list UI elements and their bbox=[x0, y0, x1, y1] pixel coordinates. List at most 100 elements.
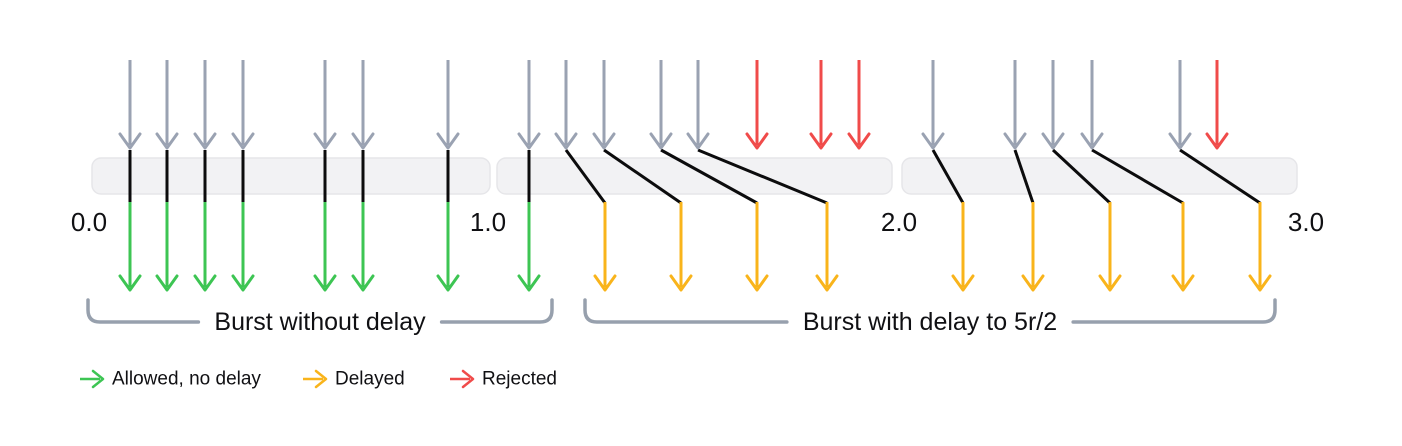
allowed-output-arrow bbox=[155, 202, 179, 292]
allowed-output-arrow bbox=[436, 202, 460, 292]
delay-connector-line bbox=[603, 148, 682, 205]
incoming-request-arrow bbox=[554, 60, 578, 150]
legend-label: Delayed bbox=[335, 369, 405, 390]
delayed-output-arrow bbox=[593, 202, 617, 292]
incoming-request-arrow bbox=[1168, 60, 1192, 150]
arrowhead-icon bbox=[1080, 132, 1104, 150]
allowed-output-arrow bbox=[231, 202, 255, 292]
delayed-output-arrow bbox=[745, 202, 769, 292]
arrowhead-icon bbox=[815, 274, 839, 292]
allowed-output-arrow bbox=[351, 202, 375, 292]
arrowhead-icon bbox=[118, 132, 142, 150]
arrowhead-icon bbox=[1171, 274, 1195, 292]
arrowhead-icon bbox=[745, 132, 769, 150]
arrowhead-icon bbox=[1168, 132, 1192, 150]
arrowhead-icon bbox=[1041, 132, 1065, 150]
allowed-output-arrow bbox=[313, 202, 337, 292]
timeline-track bbox=[496, 157, 893, 195]
brace-left-segment bbox=[86, 298, 201, 324]
incoming-request-arrow bbox=[686, 60, 710, 150]
delayed-output-arrow bbox=[1171, 202, 1195, 292]
arrowhead-icon bbox=[1205, 132, 1229, 150]
delay-connector-line bbox=[697, 148, 828, 205]
arrowhead-icon bbox=[686, 132, 710, 150]
allowed-output-arrow bbox=[118, 202, 142, 292]
rejected-request-arrow bbox=[1205, 60, 1229, 150]
arrowhead-icon bbox=[517, 132, 541, 150]
tick-label: 0.0 bbox=[71, 207, 107, 237]
rejected-request-arrow bbox=[809, 60, 833, 150]
arrowhead-icon bbox=[118, 274, 142, 292]
delay-connector-line bbox=[660, 148, 758, 205]
incoming-request-arrow bbox=[351, 60, 375, 150]
arrowhead-icon bbox=[351, 274, 375, 292]
arrowhead-icon bbox=[193, 132, 217, 150]
legend-item-delayed: Delayed bbox=[303, 369, 405, 390]
arrowhead-icon bbox=[921, 132, 945, 150]
arrowhead-icon bbox=[313, 132, 337, 150]
arrowhead-icon bbox=[847, 132, 871, 150]
legend-label: Rejected bbox=[482, 369, 557, 390]
arrowhead-icon bbox=[436, 132, 460, 150]
tick-label: 3.0 bbox=[1288, 207, 1324, 237]
arrowhead-icon bbox=[155, 132, 179, 150]
arrowhead-icon bbox=[231, 274, 255, 292]
delayed-output-arrow bbox=[669, 202, 693, 292]
arrowhead-icon bbox=[649, 132, 673, 150]
arrowhead-icon bbox=[1098, 274, 1122, 292]
arrowhead-icon bbox=[593, 274, 617, 292]
arrowhead-icon bbox=[554, 132, 578, 150]
tick-label: 1.0 bbox=[470, 207, 506, 237]
arrowhead-icon bbox=[809, 132, 833, 150]
allowed-output-arrow bbox=[193, 202, 217, 292]
arrowhead-icon bbox=[745, 274, 769, 292]
delayed-arrowhead-icon bbox=[314, 369, 328, 389]
arrowhead-icon bbox=[313, 274, 337, 292]
delay-connector-line bbox=[1051, 148, 1112, 205]
brace-right-segment bbox=[1071, 298, 1277, 324]
arrowhead-icon bbox=[669, 274, 693, 292]
tick-label: 2.0 bbox=[881, 207, 917, 237]
delay-connector-line bbox=[564, 149, 607, 204]
brace-label: Burst with delay to 5r/2 bbox=[803, 308, 1057, 336]
arrowhead-icon bbox=[1021, 274, 1045, 292]
delayed-output-arrow bbox=[1098, 202, 1122, 292]
incoming-request-arrow bbox=[313, 60, 337, 150]
delayed-output-arrow bbox=[1248, 202, 1272, 292]
legend: Allowed, no delay Delayed Rejected bbox=[80, 369, 557, 390]
arrowhead-icon bbox=[1003, 132, 1027, 150]
brace-left-segment bbox=[583, 298, 789, 324]
allowed-arrowhead-icon bbox=[91, 369, 105, 389]
allowed-output-arrow bbox=[517, 202, 541, 292]
delay-connector-line bbox=[1091, 148, 1184, 205]
incoming-request-arrow bbox=[155, 60, 179, 150]
rejected-arrowhead-icon bbox=[461, 369, 475, 389]
incoming-request-arrow bbox=[649, 60, 673, 150]
incoming-request-arrow bbox=[592, 60, 616, 150]
rejected-request-arrow bbox=[745, 60, 769, 150]
arrowhead-icon bbox=[155, 274, 179, 292]
incoming-request-arrow bbox=[1041, 60, 1065, 150]
incoming-request-arrow bbox=[231, 60, 255, 150]
legend-item-allowed: Allowed, no delay bbox=[80, 369, 261, 390]
brace-right-segment bbox=[439, 298, 554, 324]
legend-item-rejected: Rejected bbox=[450, 369, 557, 390]
incoming-request-arrow bbox=[517, 60, 541, 150]
timeline-track bbox=[91, 157, 491, 195]
delayed-output-arrow bbox=[815, 202, 839, 292]
arrowhead-icon bbox=[592, 132, 616, 150]
incoming-request-arrow bbox=[1003, 60, 1027, 150]
arrowhead-icon bbox=[193, 274, 217, 292]
delay-connector-line bbox=[1179, 148, 1261, 205]
brace-label: Burst without delay bbox=[214, 308, 426, 336]
arrowhead-icon bbox=[231, 132, 255, 150]
arrowhead-icon bbox=[517, 274, 541, 292]
incoming-request-arrow bbox=[118, 60, 142, 150]
arrowhead-icon bbox=[436, 274, 460, 292]
arrowhead-icon bbox=[951, 274, 975, 292]
delay-connector-line bbox=[931, 149, 965, 204]
delay-connector-line bbox=[1013, 149, 1035, 204]
delayed-output-arrow bbox=[951, 202, 975, 292]
